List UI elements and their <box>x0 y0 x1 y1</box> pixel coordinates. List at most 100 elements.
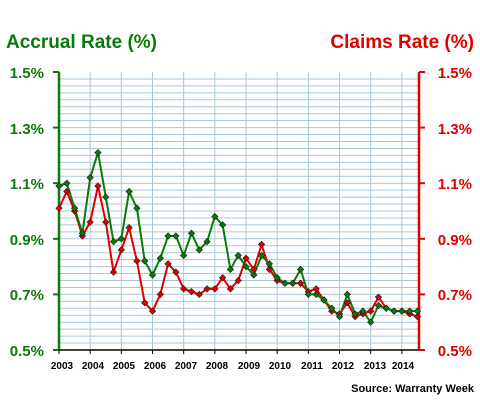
accrual-rate-point <box>382 304 390 312</box>
claims-rate-point <box>94 182 102 190</box>
claims-rate-point <box>180 285 188 293</box>
accrual-rate-point <box>203 237 211 246</box>
accrual-rate-point <box>133 204 141 212</box>
accrual-rate-point <box>164 232 172 240</box>
x-tick-label: 2008 <box>206 361 229 372</box>
grid <box>59 72 419 350</box>
claims-rate-point <box>343 299 351 307</box>
claims-rate-point <box>117 246 125 254</box>
accrual-rate-point <box>226 265 235 274</box>
claims-rate-point <box>211 285 219 293</box>
accrual-rate-point <box>289 279 297 287</box>
x-tick-labels: 2003 2004 2005 2006 2007 2008 2009 2010 … <box>51 361 415 372</box>
claims-rate-point <box>109 268 118 276</box>
x-tick-label: 2009 <box>238 361 261 372</box>
right-axis-title: Claims Rate (%) <box>330 32 474 53</box>
left-y-tick-label: 0.7% <box>10 287 44 304</box>
right-y-tick-label: 1.1% <box>438 176 472 193</box>
accrual-rate-point <box>343 290 351 299</box>
accrual-rate-point <box>367 318 375 326</box>
accrual-rate-point <box>86 174 94 182</box>
accrual-rate-point <box>413 307 422 315</box>
claims-rate-point <box>102 218 110 226</box>
accrual-rate-point <box>242 262 250 271</box>
accrual-rate-point <box>390 307 398 315</box>
accrual-rate-point <box>102 193 110 201</box>
right-y-tick-label: 0.5% <box>438 343 472 360</box>
accrual-rate-point <box>219 221 227 229</box>
source-note: Source: Warranty Week <box>351 383 475 395</box>
claims-rate-point <box>234 276 242 285</box>
claims-rate-point <box>219 274 227 282</box>
accrual-rate-point <box>109 237 118 246</box>
right-y-tick-label: 0.9% <box>438 232 472 249</box>
claims-rate-point <box>374 293 383 301</box>
x-tick-label: 2010 <box>269 361 292 372</box>
claims-rate-point <box>156 290 164 299</box>
claims-rate-point <box>141 299 149 307</box>
accrual-rate-point <box>141 257 149 265</box>
claims-rate-point <box>125 224 133 232</box>
left-axis-title: Accrual Rate (%) <box>6 32 157 53</box>
x-tick-label: 2005 <box>113 361 136 372</box>
right-y-tick-labels: 1.5% 1.3% 1.1% 0.9% 0.7% 0.5% <box>438 65 472 360</box>
accrual-rate-point <box>359 307 367 315</box>
accrual-rate-point <box>125 187 133 196</box>
accrual-rate-point <box>63 179 71 187</box>
accrual-rate-point <box>234 251 242 260</box>
claims-rate-point <box>257 240 266 248</box>
accrual-rate-point <box>211 212 219 221</box>
claims-rate-point <box>55 204 63 212</box>
accrual-rate-point <box>312 290 320 299</box>
claims-rate-point <box>265 265 274 274</box>
claims-rate-point <box>172 268 180 276</box>
accrual-rate-point <box>273 274 281 282</box>
right-y-tick-label: 1.3% <box>438 121 472 138</box>
right-y-tick-label: 0.7% <box>438 287 472 304</box>
series-markers <box>55 148 422 326</box>
accrual-rate-point <box>250 271 258 279</box>
claims-rate-point <box>133 257 141 265</box>
claims-rate-point <box>203 285 211 293</box>
claims-rate-point <box>63 187 71 196</box>
claims-rate-point <box>413 313 422 321</box>
claims-rate-point <box>187 287 196 296</box>
left-y-tick-label: 0.9% <box>10 232 44 249</box>
claims-rate-point <box>164 260 172 268</box>
x-tick-label: 2006 <box>144 361 167 372</box>
accrual-rate-point <box>148 271 157 279</box>
accrual-rate-point <box>335 313 344 321</box>
x-tick-label: 2003 <box>51 361 74 372</box>
accrual-rate-point <box>320 296 328 304</box>
accrual-rate-point <box>55 182 63 190</box>
claims-rate-point <box>296 279 305 287</box>
left-y-tick-label: 0.5% <box>10 343 44 360</box>
left-y-tick-label: 1.3% <box>10 121 44 138</box>
accrual-rate-point <box>257 251 266 260</box>
accrual-rate-point <box>195 246 203 254</box>
right-y-tick-label: 1.5% <box>438 65 472 82</box>
accrual-rate-point <box>94 148 102 157</box>
accrual-rate-point <box>328 304 336 312</box>
accrual-rate-point <box>265 260 274 268</box>
x-tick-label: 2013 <box>364 361 387 372</box>
claims-rate-point <box>242 254 250 262</box>
accrual-rate-point <box>172 232 180 240</box>
accrual-rate-point <box>187 229 196 237</box>
accrual-rate-point <box>78 229 87 237</box>
accrual-rate-point <box>304 290 312 299</box>
claims-rate-point <box>195 290 203 299</box>
x-tick-label: 2012 <box>332 361 355 372</box>
accrual-rate-point <box>296 265 305 274</box>
left-y-tick-label: 1.1% <box>10 176 44 193</box>
accrual-rate-point <box>351 310 359 318</box>
left-y-tick-label: 1.5% <box>10 65 44 82</box>
accrual-rate-point <box>281 279 289 287</box>
x-tick-label: 2011 <box>301 361 323 372</box>
left-y-tick-labels: 1.5% 1.3% 1.1% 0.9% 0.7% 0.5% <box>10 65 44 360</box>
accrual-rate-point <box>374 301 383 310</box>
claims-rate-point <box>86 218 94 226</box>
accrual-rate-point <box>406 307 414 315</box>
x-tick-label: 2014 <box>392 361 415 372</box>
